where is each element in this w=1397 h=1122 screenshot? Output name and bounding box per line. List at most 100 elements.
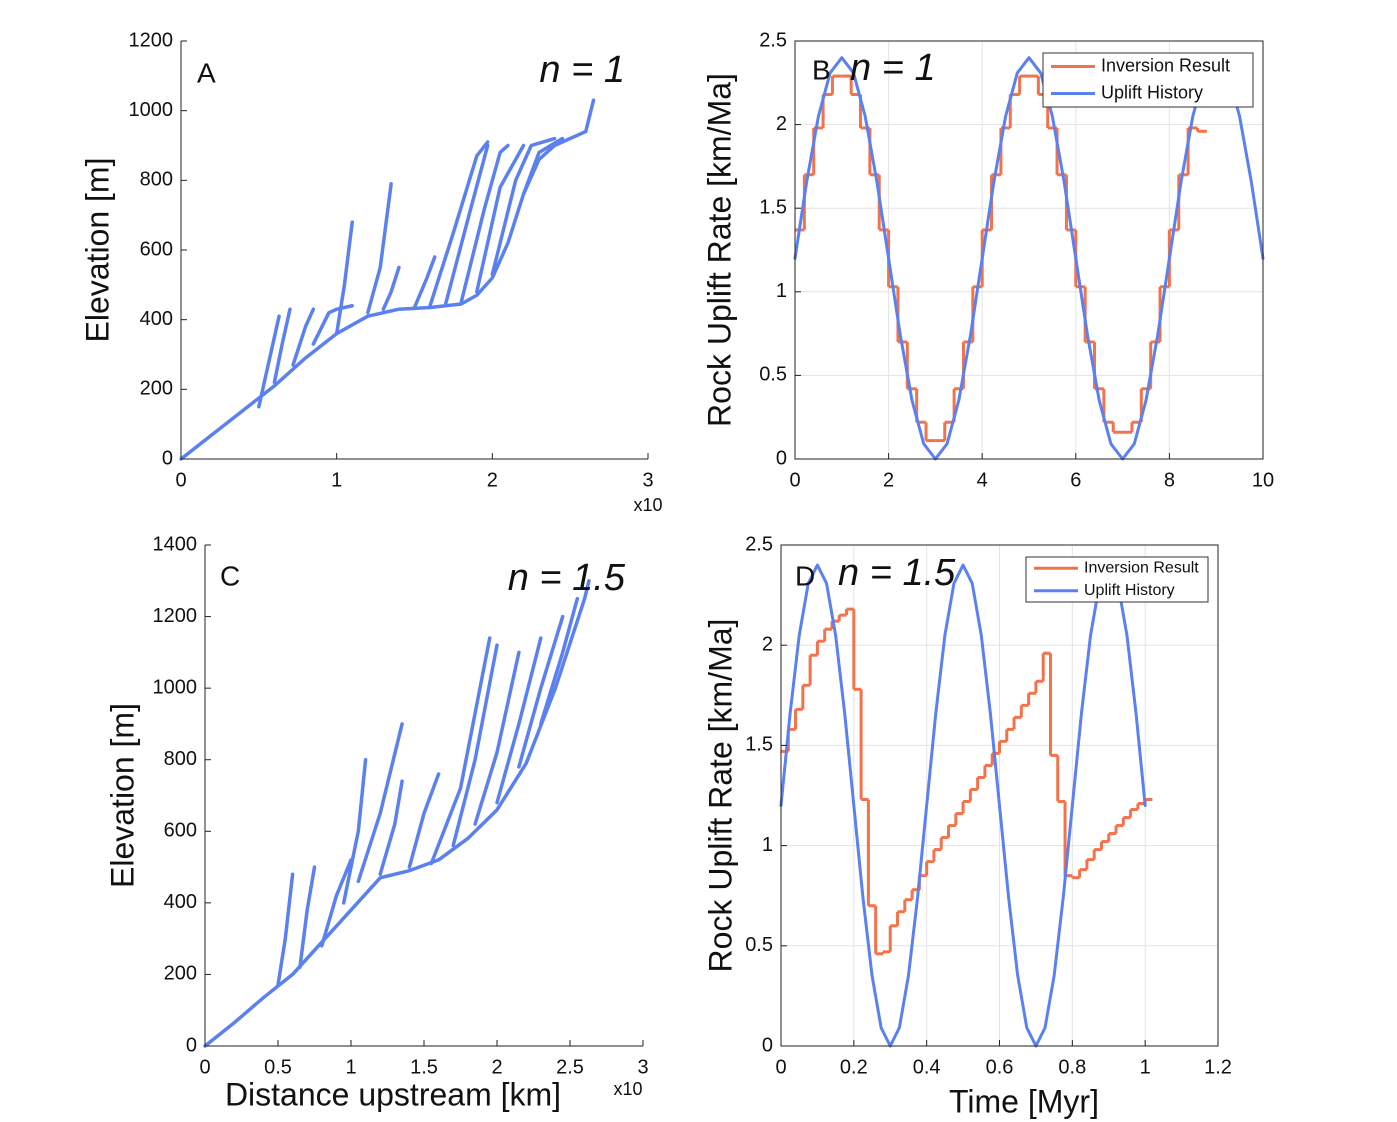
legend-box: [1042, 52, 1254, 108]
y-tick-label: 1.5: [759, 196, 787, 218]
annotation: n = 1.5: [508, 557, 626, 599]
series-line: [495, 636, 543, 805]
series-line: [779, 563, 1147, 1048]
panel-label: B: [812, 54, 831, 85]
x-tick-label: 4: [977, 469, 988, 491]
series-line: [320, 858, 353, 948]
x-tick-label: 2.5: [556, 1056, 584, 1078]
y-axis-label: Elevation [m]: [104, 703, 140, 888]
panel-label: C: [220, 560, 240, 591]
x-axis-label: Time [Myr]: [949, 1083, 1099, 1119]
x-tick-label: 1: [331, 469, 342, 491]
y-tick-label: 1200: [153, 605, 198, 627]
y-tick-label: 400: [164, 891, 197, 913]
y-tick-label: 2.5: [745, 533, 773, 555]
series-line: [311, 303, 354, 346]
series-line: [793, 56, 1265, 461]
series-line: [412, 255, 437, 310]
legend-box: [1025, 556, 1209, 603]
series-line: [428, 140, 490, 308]
legend-label: Uplift History: [1084, 582, 1175, 599]
series-line: [257, 314, 281, 409]
y-axis-label: Rock Uplift Rate [km/Ma]: [701, 73, 737, 427]
x-tick-label: 0: [775, 1056, 786, 1078]
x-tick-label: 0.8: [1058, 1056, 1086, 1078]
y-tick-label: 1: [762, 834, 773, 856]
x-multiplier: x10: [633, 495, 662, 515]
x-tick-label: 0.4: [913, 1056, 941, 1078]
x-tick-label: 3: [637, 1056, 648, 1078]
series-line: [334, 220, 354, 336]
y-tick-label: 800: [164, 748, 197, 770]
y-tick-label: 2: [776, 113, 787, 135]
series-line: [521, 136, 565, 197]
y-tick-label: 0.5: [759, 364, 787, 386]
y-tick-label: 0: [762, 1034, 773, 1056]
step-connector: [802, 76, 1199, 441]
annotation: n = 1: [850, 47, 936, 89]
panel-label: D: [795, 560, 815, 591]
series-line: [381, 265, 401, 311]
x-tick-label: 0.5: [264, 1056, 292, 1078]
x-axis-label: Distance upstream [km]: [225, 1076, 561, 1112]
legend-label: Inversion Result: [1101, 55, 1230, 75]
step-connector: [786, 609, 1147, 954]
y-axis-label: Rock Uplift Rate [km/Ma]: [702, 619, 738, 973]
series-line: [517, 614, 565, 769]
x-tick-label: 2: [491, 1056, 502, 1078]
legend-label: Uplift History: [1101, 82, 1203, 102]
series-line: [443, 143, 490, 306]
y-tick-label: 0.5: [745, 934, 773, 956]
y-tick-label: 1200: [129, 29, 174, 51]
x-tick-label: 1: [345, 1056, 356, 1078]
panel: 0 0.2 0.4 0.6 0.8 1 1.2 0 0.5 1 1.5 2 2.5 D n = 1.5 Roc…: [702, 533, 1231, 1119]
x-tick-label: 2: [487, 469, 498, 491]
x-tick-label: 1.2: [1204, 1056, 1232, 1078]
y-tick-label: 0: [776, 447, 787, 469]
axes-box: [794, 40, 1264, 460]
series-line: [459, 143, 510, 304]
x-tick-label: 0: [199, 1056, 210, 1078]
y-axis-label: Elevation [m]: [79, 158, 115, 343]
y-tick-label: 1.5: [745, 734, 773, 756]
y-tick-label: 2: [762, 633, 773, 655]
x-tick-label: 0.2: [840, 1056, 868, 1078]
series-line: [451, 643, 499, 848]
x-multiplier: x10: [613, 1079, 642, 1099]
series-line: [539, 596, 580, 726]
y-tick-label: 600: [164, 820, 197, 842]
x-tick-label: 6: [1070, 469, 1081, 491]
series-line: [378, 779, 404, 876]
x-tick-label: 1.5: [410, 1056, 438, 1078]
x-tick-label: 3: [642, 469, 653, 491]
x-tick-label: 8: [1164, 469, 1175, 491]
y-tick-label: 2.5: [759, 29, 787, 51]
series-line: [366, 182, 393, 315]
series-line: [473, 650, 521, 826]
panel: 0 0.5 1 1.5 2 2.5 3 0 200 400 600 800 1000 1200 1400 C n…: [104, 533, 648, 1112]
y-tick-label: 1000: [153, 676, 198, 698]
panel-label: A: [197, 57, 216, 88]
y-tick-label: 800: [140, 169, 173, 191]
series-line: [298, 865, 317, 970]
x-tick-label: 1: [1140, 1056, 1151, 1078]
series-line: [276, 872, 295, 987]
series-line: [475, 143, 526, 294]
y-tick-label: 1400: [153, 533, 198, 555]
panel: 0 2 4 6 8 10 0 0.5 1 1.5 2 2.5 B n = 1 Rock Uplift Rat…: [701, 29, 1274, 491]
y-tick-label: 200: [164, 963, 197, 985]
series-line: [291, 307, 316, 367]
annotation: n = 1.5: [838, 552, 956, 594]
series-line: [341, 757, 368, 905]
series-line: [272, 307, 292, 385]
series-line: [179, 98, 596, 461]
y-tick-label: 1: [776, 280, 787, 302]
y-tick-label: 400: [140, 308, 173, 330]
x-tick-label: 0: [789, 469, 800, 491]
y-tick-label: 200: [140, 378, 173, 400]
y-tick-label: 0: [162, 447, 173, 469]
series-line: [407, 772, 441, 869]
panel: 0 1 2 3 0 200 400 600 800 1000 1200 A n = 1 Elevation…: [79, 29, 662, 514]
series-line: [429, 636, 492, 866]
